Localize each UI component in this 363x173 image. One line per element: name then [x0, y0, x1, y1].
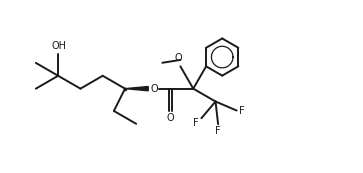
Text: O: O: [151, 84, 158, 94]
Text: O: O: [175, 53, 182, 63]
Text: O: O: [166, 113, 174, 123]
Text: F: F: [215, 126, 221, 136]
Polygon shape: [125, 86, 148, 91]
Text: F: F: [193, 117, 199, 128]
Text: OH: OH: [51, 41, 66, 51]
Text: F: F: [239, 106, 245, 116]
